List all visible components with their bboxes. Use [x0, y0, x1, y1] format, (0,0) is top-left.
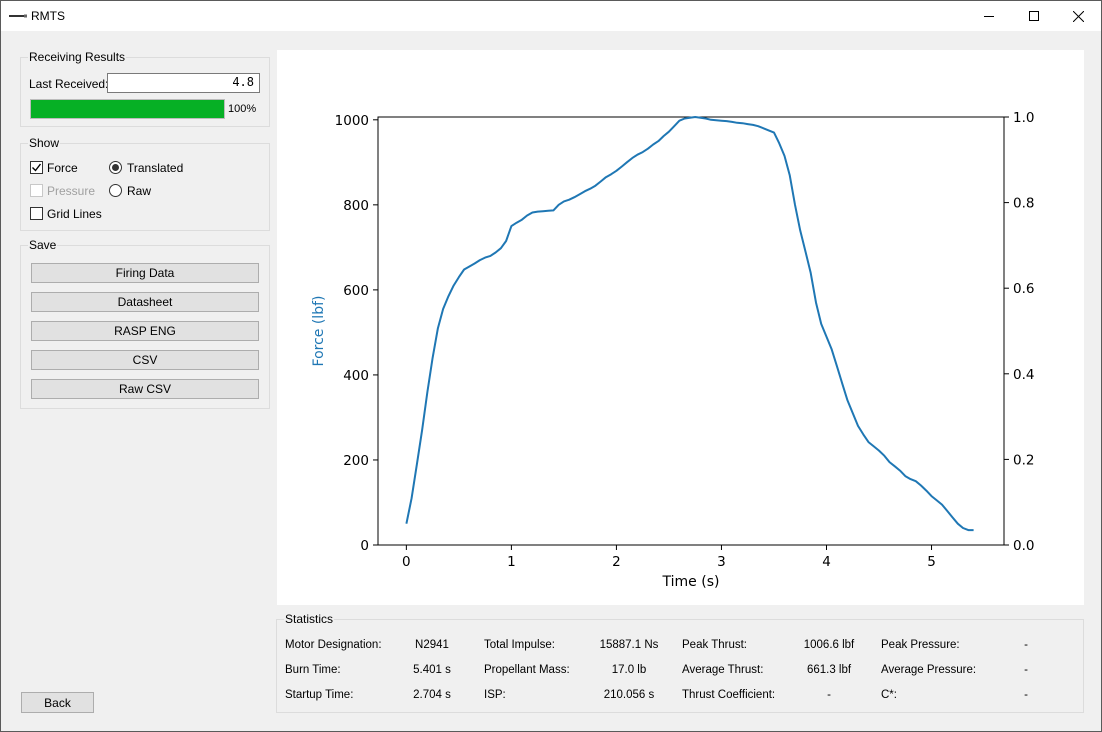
- statistics-title: Statistics: [284, 612, 335, 626]
- translated-radio[interactable]: [109, 161, 122, 174]
- save-firing-data-button[interactable]: Firing Data: [31, 263, 259, 283]
- raw-radio-label[interactable]: Raw: [127, 184, 152, 198]
- force-checkbox[interactable]: [30, 161, 43, 174]
- checkmark-icon: [32, 163, 42, 172]
- minimize-button[interactable]: [966, 1, 1012, 31]
- axes-frame: [377, 116, 1005, 546]
- stat-value: -: [827, 689, 831, 701]
- y2-tick-label: 0.4: [1013, 367, 1034, 383]
- receiving-results-title: Receiving Results: [28, 50, 127, 64]
- maximize-icon: [1029, 11, 1039, 21]
- stat-value: -: [1024, 639, 1028, 651]
- stat-value: -: [1024, 664, 1028, 676]
- save-datasheet-button[interactable]: Datasheet: [31, 292, 259, 312]
- save-csv-button[interactable]: CSV: [31, 350, 259, 370]
- stat-value: 661.3 lbf: [806, 664, 852, 676]
- window-title: RMTS: [31, 9, 65, 23]
- y-axis-label: Force (lbf): [311, 296, 327, 367]
- title-bar[interactable]: RMTS: [1, 1, 1101, 31]
- stat-value: 5.401 s: [413, 664, 451, 676]
- close-button[interactable]: [1055, 1, 1101, 31]
- stat-label: Startup Time:: [285, 689, 354, 701]
- stat-label: Average Thrust:: [682, 664, 764, 676]
- force-series-line: [405, 116, 974, 532]
- stat-value: 15887.1 Ns: [599, 639, 659, 651]
- y-tick-label: 0: [360, 538, 369, 554]
- stat-label: Propellant Mass:: [484, 664, 570, 676]
- stat-label: Peak Pressure:: [881, 639, 960, 651]
- maximize-button[interactable]: [1011, 1, 1057, 31]
- force-checkbox-label[interactable]: Force: [47, 161, 78, 175]
- stat-label: Thrust Coefficient:: [682, 689, 776, 701]
- stat-label: ISP:: [484, 689, 506, 701]
- x-tick-label: 4: [822, 554, 831, 570]
- minimize-icon: [984, 16, 994, 17]
- close-icon: [1072, 10, 1084, 22]
- show-group: Show: [20, 136, 270, 231]
- y-tick-label: 200: [343, 453, 369, 469]
- stat-value: 210.056 s: [603, 689, 655, 701]
- radio-selected-dot: [112, 164, 119, 171]
- stat-value: N2941: [415, 639, 449, 651]
- grid-lines-checkbox[interactable]: [30, 207, 43, 220]
- x-axis-label: Time (s): [662, 574, 720, 590]
- receiving-results-group: Receiving Results: [20, 50, 270, 127]
- y2-tick-label: 0.0: [1013, 538, 1034, 554]
- x-tick-label: 1: [507, 554, 516, 570]
- stat-label: Peak Thrust:: [682, 639, 747, 651]
- receive-progress-bar: [30, 99, 225, 119]
- axis-ticks: 0 1 2 3 4 5 0 200 400 600 800 1000 0.0 0.2 0.4 0.6 0.8 1.…: [335, 110, 1035, 570]
- x-tick-label: 0: [402, 554, 411, 570]
- save-group: Save: [20, 238, 270, 409]
- save-raw-csv-button[interactable]: Raw CSV: [31, 379, 259, 399]
- stat-label: Total Impulse:: [484, 639, 555, 651]
- last-received-field[interactable]: 4.8: [107, 73, 260, 93]
- stat-label: Motor Designation:: [285, 639, 382, 651]
- y2-tick-label: 0.8: [1013, 196, 1034, 212]
- receive-progress-fill: [31, 100, 224, 118]
- pressure-checkbox-label[interactable]: Pressure: [47, 184, 96, 198]
- save-rasp-eng-button[interactable]: RASP ENG: [31, 321, 259, 341]
- y2-tick-label: 1.0: [1013, 110, 1034, 126]
- stat-value: 1006.6 lbf: [803, 639, 855, 651]
- stat-value: 2.704 s: [413, 689, 451, 701]
- y-tick-label: 600: [343, 283, 369, 299]
- stat-label: Average Pressure:: [881, 664, 977, 676]
- y-tick-label: 1000: [335, 113, 369, 129]
- pressure-checkbox[interactable]: [30, 184, 43, 197]
- y-tick-label: 800: [343, 198, 369, 214]
- stat-value: 17.0 lb: [611, 664, 647, 676]
- stat-label: Burn Time:: [285, 664, 341, 676]
- raw-radio[interactable]: [109, 184, 122, 197]
- save-group-title: Save: [28, 238, 58, 252]
- statistics-group: Statistics: [276, 612, 1084, 713]
- x-tick-label: 2: [612, 554, 621, 570]
- grid-lines-checkbox-label[interactable]: Grid Lines: [47, 207, 102, 221]
- x-tick-label: 5: [927, 554, 936, 570]
- x-tick-label: 3: [717, 554, 726, 570]
- thrust-chart: 0 1 2 3 4 5 0 200 400 600 800 1000 0.0 0.2 0.4 0.6 0.8 1.…: [311, 110, 1035, 590]
- rocket-app-icon: [9, 14, 27, 18]
- y-tick-label: 400: [343, 368, 369, 384]
- stat-label: C*:: [881, 689, 897, 701]
- back-button[interactable]: Back: [21, 692, 94, 713]
- last-received-label: Last Received:: [29, 77, 109, 91]
- y2-tick-label: 0.6: [1013, 281, 1034, 297]
- thrust-plot[interactable]: 0 1 2 3 4 5 0 200 400 600 800 1000 0.0 0.2 0.4 0.6 0.8 1.…: [277, 50, 1084, 605]
- stat-value: -: [1024, 689, 1028, 701]
- translated-radio-label[interactable]: Translated: [127, 161, 184, 175]
- show-group-title: Show: [28, 136, 61, 150]
- y2-tick-label: 0.2: [1013, 452, 1034, 468]
- receive-progress-text: 100%: [228, 103, 257, 115]
